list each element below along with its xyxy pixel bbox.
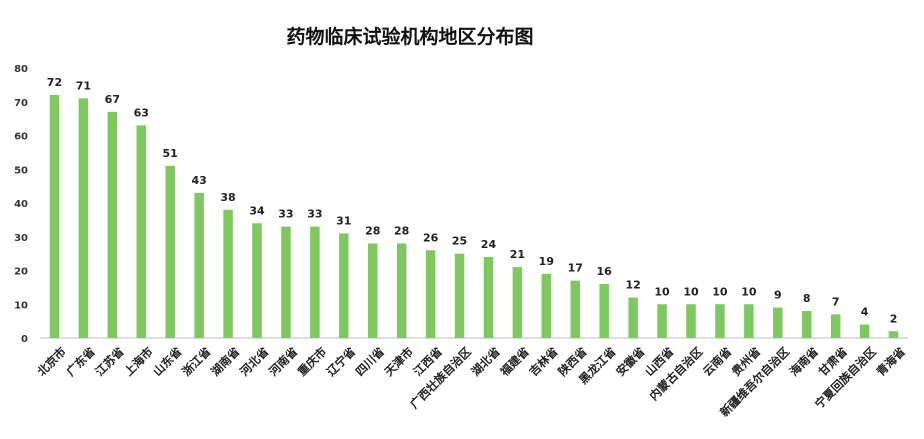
bar	[49, 95, 60, 338]
bar	[425, 250, 436, 338]
bar	[715, 304, 725, 338]
data-label: 4	[861, 306, 869, 319]
data-label: 31	[336, 214, 351, 227]
bar	[657, 304, 667, 338]
data-label: 33	[278, 208, 293, 221]
data-label: 51	[163, 147, 178, 160]
data-label: 10	[683, 285, 699, 298]
bar	[830, 314, 841, 338]
x-tick-label: 重庆市	[295, 344, 330, 379]
data-label: 33	[307, 208, 322, 221]
bar	[859, 324, 870, 338]
bar	[136, 125, 147, 338]
data-label: 9	[774, 289, 782, 302]
x-tick-label: 江苏省	[92, 344, 127, 379]
bar	[107, 111, 118, 338]
bar	[744, 304, 754, 338]
bar	[599, 284, 609, 338]
data-label: 38	[220, 191, 235, 204]
data-label: 19	[539, 255, 554, 268]
x-tick-label: 辽宁省	[324, 344, 359, 379]
x-tick-label: 吉林省	[526, 344, 561, 379]
y-tick-label: 40	[14, 199, 28, 210]
bar	[281, 226, 291, 338]
bar	[339, 233, 349, 338]
bar	[686, 304, 696, 338]
bar	[801, 311, 812, 338]
bar	[483, 257, 494, 338]
bar	[310, 226, 320, 338]
bar	[367, 243, 378, 338]
data-label: 26	[423, 231, 439, 244]
y-tick-label: 80	[14, 64, 28, 75]
chart-title: 药物临床试验机构地区分布图	[286, 26, 534, 48]
data-label: 24	[481, 238, 497, 251]
x-tick-label: 上海市	[121, 344, 156, 379]
data-label: 17	[568, 262, 583, 275]
bar	[541, 273, 552, 338]
x-tick-label: 云南省	[700, 344, 735, 379]
x-tick-label: 天津市	[382, 344, 417, 379]
bar	[252, 223, 262, 338]
data-label: 28	[394, 225, 409, 238]
y-tick-label: 20	[14, 267, 28, 278]
y-tick-label: 50	[14, 165, 28, 176]
data-label: 21	[510, 248, 525, 261]
x-tick-label: 湖北省	[469, 344, 504, 379]
data-label: 63	[134, 106, 149, 119]
y-tick-label: 0	[21, 334, 28, 345]
x-tick-label: 四川省	[353, 344, 388, 379]
data-label: 71	[76, 79, 91, 92]
data-label: 25	[452, 235, 467, 248]
bar	[454, 253, 465, 338]
data-label: 8	[803, 292, 811, 305]
x-tick-label: 广东省	[63, 344, 98, 379]
data-label: 12	[625, 279, 640, 292]
bar	[223, 209, 233, 338]
bar	[570, 280, 581, 338]
bar	[888, 331, 899, 338]
data-label: 7	[832, 295, 840, 308]
data-label: 67	[105, 93, 120, 106]
y-tick-label: 70	[14, 98, 28, 109]
data-label: 16	[597, 265, 613, 278]
x-tick-label: 福建省	[497, 344, 532, 379]
bar	[78, 98, 89, 338]
bar	[512, 267, 523, 338]
data-label: 43	[191, 174, 206, 187]
x-tick-label: 湖南省	[208, 344, 243, 379]
data-label: 34	[249, 204, 265, 217]
x-tick-label: 河北省	[237, 344, 272, 379]
x-tick-label: 海南省	[787, 344, 822, 379]
data-label: 72	[47, 76, 62, 89]
y-tick-label: 30	[14, 233, 28, 244]
x-tick-label: 浙江省	[179, 344, 214, 379]
y-tick-label: 10	[14, 300, 28, 311]
data-label: 28	[365, 225, 380, 238]
bar	[396, 243, 407, 338]
x-tick-label: 北京市	[35, 344, 70, 379]
bar	[628, 297, 638, 338]
bar	[773, 307, 783, 338]
x-tick-label: 青海省	[874, 344, 909, 379]
x-tick-label: 安徽省	[613, 344, 648, 379]
data-label: 10	[712, 285, 728, 298]
y-tick-label: 60	[14, 132, 28, 143]
data-label: 10	[741, 285, 757, 298]
data-label: 10	[654, 285, 670, 298]
x-tick-label: 河南省	[266, 344, 301, 379]
data-label: 2	[890, 312, 898, 325]
bar	[194, 192, 204, 338]
x-tick-label: 山东省	[150, 344, 185, 379]
bar	[165, 165, 175, 338]
